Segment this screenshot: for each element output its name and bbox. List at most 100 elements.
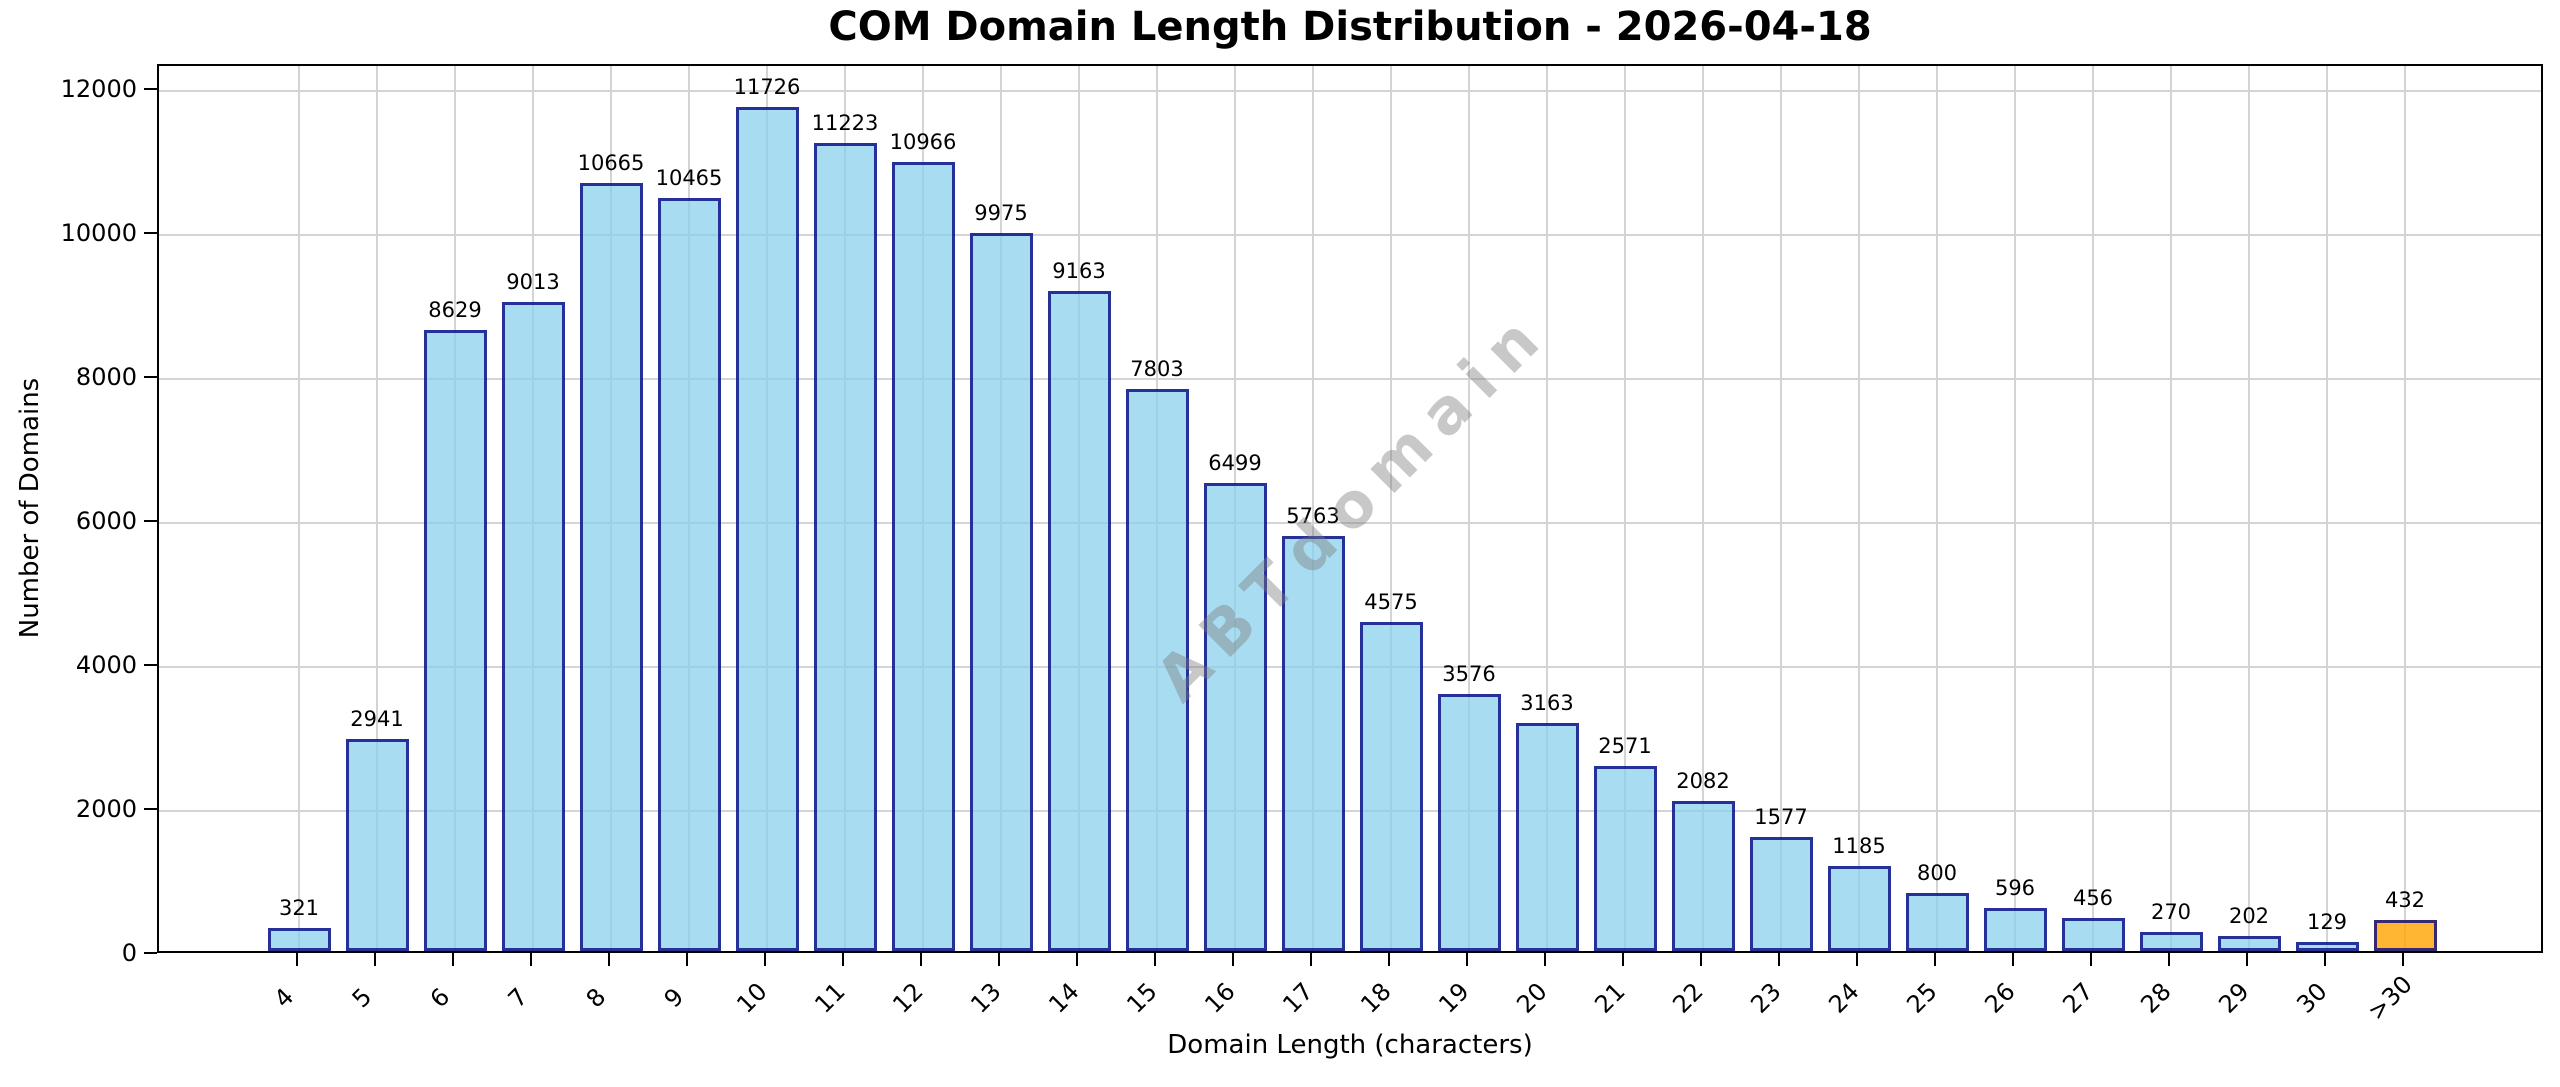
y-axis-tick xyxy=(144,88,157,91)
bar-value-label: 10465 xyxy=(655,165,723,190)
y-axis-tick-label: 2000 xyxy=(75,795,137,824)
x-axis-tick xyxy=(1856,953,1858,966)
gridline-vertical xyxy=(1312,66,1314,951)
x-axis-tick-label: 23 xyxy=(1745,977,1787,1019)
gridline-horizontal xyxy=(159,810,2541,812)
x-axis-tick xyxy=(1076,953,1078,966)
gridline-vertical xyxy=(2326,66,2328,951)
gridline-vertical xyxy=(1858,66,1860,951)
plot-area: 321 2941 8629 9013 10665 10465 11726 11223 10966… xyxy=(157,64,2543,953)
x-axis-tick-label: 20 xyxy=(1511,977,1553,1019)
gridline-horizontal xyxy=(159,234,2541,236)
bar-30 xyxy=(2295,941,2359,951)
bar-29 xyxy=(2217,936,2281,951)
gridline-vertical xyxy=(1936,66,1938,951)
x-axis-tick-label: 25 xyxy=(1901,977,1943,1019)
x-axis-tick xyxy=(2012,953,2014,966)
bar-value-label: 1577 xyxy=(1754,805,1808,830)
bar-15 xyxy=(1125,389,1189,951)
bar-value-label: 6499 xyxy=(1208,451,1262,476)
gridline-horizontal xyxy=(159,378,2541,380)
x-axis-tick-label: 10 xyxy=(731,977,773,1019)
x-axis-tick-label: 4 xyxy=(268,982,300,1014)
x-axis-tick-label: 30 xyxy=(2291,977,2333,1019)
bar-value-label: 9975 xyxy=(974,200,1028,225)
bar-value-label: 10966 xyxy=(889,129,957,154)
bar-value-label: 9163 xyxy=(1052,259,1106,284)
x-axis-tick-label: 16 xyxy=(1199,977,1241,1019)
x-axis-tick-label: 27 xyxy=(2057,977,2099,1019)
bar-value-label: 321 xyxy=(278,895,320,920)
bar-27 xyxy=(2061,918,2125,951)
x-axis-tick-label: 14 xyxy=(1043,977,1085,1019)
gridline-vertical xyxy=(1624,66,1626,951)
bar-value-label: 4575 xyxy=(1364,589,1418,614)
bar->30 xyxy=(2373,919,2437,951)
bar-8 xyxy=(579,183,643,951)
x-axis-tick xyxy=(764,953,766,966)
bar-value-label: 11726 xyxy=(733,74,801,99)
y-axis-tick xyxy=(144,664,157,667)
x-axis-tick xyxy=(1466,953,1468,966)
x-axis-tick-label: 7 xyxy=(502,982,534,1014)
gridline-vertical xyxy=(2014,66,2016,951)
x-axis-tick xyxy=(1700,953,1702,966)
x-axis-tick-label: 21 xyxy=(1589,977,1631,1019)
x-axis-tick-label: 22 xyxy=(1667,977,1709,1019)
bar-19 xyxy=(1437,693,1501,951)
x-axis-tick-label: 12 xyxy=(887,977,929,1019)
bar-23 xyxy=(1749,837,1813,951)
x-axis-tick xyxy=(2402,953,2404,966)
bar-10 xyxy=(735,106,799,951)
bar-value-label: 11223 xyxy=(811,111,879,136)
x-axis-tick xyxy=(686,953,688,966)
gridline-vertical xyxy=(1780,66,1782,951)
x-axis-tick xyxy=(920,953,922,966)
bar-16 xyxy=(1203,483,1267,951)
x-axis-tick-label: 18 xyxy=(1355,977,1397,1019)
bar-value-label: 9013 xyxy=(506,270,560,295)
x-axis-tick-label: 26 xyxy=(1979,977,2021,1019)
x-axis-tick xyxy=(452,953,454,966)
x-axis-tick xyxy=(1934,953,1936,966)
x-axis-tick-label: 8 xyxy=(580,982,612,1014)
x-axis-tick-label: 11 xyxy=(809,977,851,1019)
bar-value-label: 129 xyxy=(2306,909,2348,934)
bar-28 xyxy=(2139,931,2203,951)
gridline-vertical xyxy=(298,66,300,951)
x-axis-tick xyxy=(1544,953,1546,966)
x-axis-tick-label: 15 xyxy=(1121,977,1163,1019)
gridline-vertical xyxy=(2170,66,2172,951)
x-axis-tick-label: 5 xyxy=(346,982,378,1014)
bar-value-label: 5763 xyxy=(1286,504,1340,529)
x-axis-tick xyxy=(842,953,844,966)
y-axis-tick xyxy=(144,232,157,235)
gridline-vertical xyxy=(376,66,378,951)
x-axis-tick xyxy=(2324,953,2326,966)
bar-25 xyxy=(1905,893,1969,951)
bar-5 xyxy=(345,739,409,951)
bar-value-label: 2571 xyxy=(1598,733,1652,758)
x-axis-tick-label: 6 xyxy=(424,982,456,1014)
bar-11 xyxy=(813,143,877,951)
y-axis-tick xyxy=(144,952,157,954)
x-axis-tick xyxy=(2246,953,2248,966)
x-axis-tick-label: 19 xyxy=(1433,977,1475,1019)
x-axis-tick-label: >30 xyxy=(2362,970,2418,1026)
bar-12 xyxy=(891,161,955,951)
x-axis-tick xyxy=(1232,953,1234,966)
gridline-vertical xyxy=(2248,66,2250,951)
bar-value-label: 2941 xyxy=(350,707,404,732)
x-axis-tick xyxy=(1622,953,1624,966)
x-axis-tick xyxy=(296,953,298,966)
x-axis-tick-label: 13 xyxy=(965,977,1007,1019)
x-axis-tick xyxy=(530,953,532,966)
gridline-vertical xyxy=(2404,66,2406,951)
bar-value-label: 270 xyxy=(2150,899,2192,924)
bar-21 xyxy=(1593,765,1657,951)
gridline-horizontal xyxy=(159,522,2541,524)
y-axis-tick-label: 6000 xyxy=(75,507,137,536)
x-axis-tick-label: 17 xyxy=(1277,977,1319,1019)
bar-6 xyxy=(423,329,487,951)
